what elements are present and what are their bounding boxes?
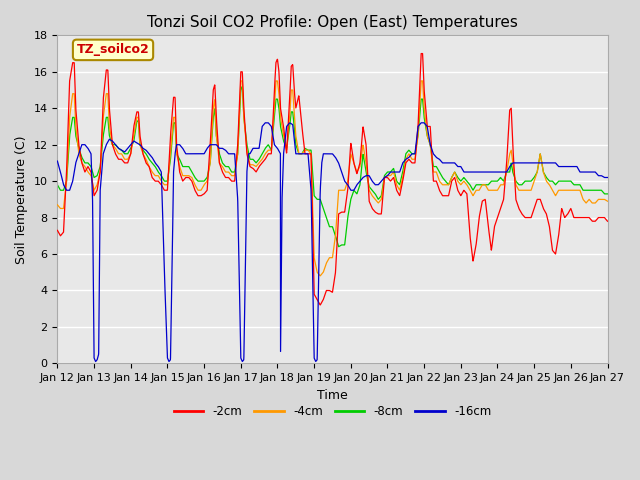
-8cm	[335, 244, 342, 250]
Y-axis label: Soil Temperature (C): Soil Temperature (C)	[15, 135, 28, 264]
-16cm	[54, 158, 61, 164]
-2cm	[207, 127, 215, 133]
Line: -4cm: -4cm	[58, 81, 607, 276]
-2cm	[417, 51, 425, 57]
-16cm	[92, 359, 99, 364]
-8cm	[396, 181, 404, 187]
Line: -8cm: -8cm	[58, 86, 607, 247]
-4cm	[604, 198, 611, 204]
-2cm	[387, 178, 394, 183]
X-axis label: Time: Time	[317, 389, 348, 402]
-8cm	[54, 182, 61, 188]
-16cm	[604, 175, 611, 180]
-2cm	[54, 228, 61, 233]
-4cm	[207, 145, 215, 151]
-8cm	[552, 182, 559, 188]
-2cm	[172, 100, 179, 106]
-4cm	[172, 119, 179, 125]
Title: Tonzi Soil CO2 Profile: Open (East) Temperatures: Tonzi Soil CO2 Profile: Open (East) Temp…	[147, 15, 518, 30]
-4cm	[54, 202, 61, 208]
-2cm	[396, 192, 404, 198]
-16cm	[396, 168, 404, 174]
-2cm	[552, 251, 559, 257]
-8cm	[387, 169, 394, 175]
-16cm	[207, 142, 215, 147]
-4cm	[237, 78, 244, 84]
-4cm	[316, 273, 324, 279]
-16cm	[552, 160, 559, 166]
-16cm	[604, 175, 611, 180]
Text: TZ_soilco2: TZ_soilco2	[77, 43, 149, 56]
-8cm	[172, 124, 179, 130]
-16cm	[261, 120, 269, 126]
Line: -16cm: -16cm	[58, 123, 607, 361]
-2cm	[604, 218, 611, 224]
-8cm	[207, 148, 215, 154]
-8cm	[238, 84, 246, 89]
-2cm	[604, 218, 611, 224]
-16cm	[387, 169, 394, 175]
-8cm	[604, 191, 611, 197]
Line: -2cm: -2cm	[58, 54, 607, 305]
-16cm	[172, 149, 179, 155]
-4cm	[387, 173, 394, 179]
-2cm	[316, 302, 324, 308]
-4cm	[396, 186, 404, 192]
-4cm	[552, 193, 559, 199]
-4cm	[604, 198, 611, 204]
-8cm	[604, 191, 611, 197]
Legend: -2cm, -4cm, -8cm, -16cm: -2cm, -4cm, -8cm, -16cm	[169, 401, 496, 423]
